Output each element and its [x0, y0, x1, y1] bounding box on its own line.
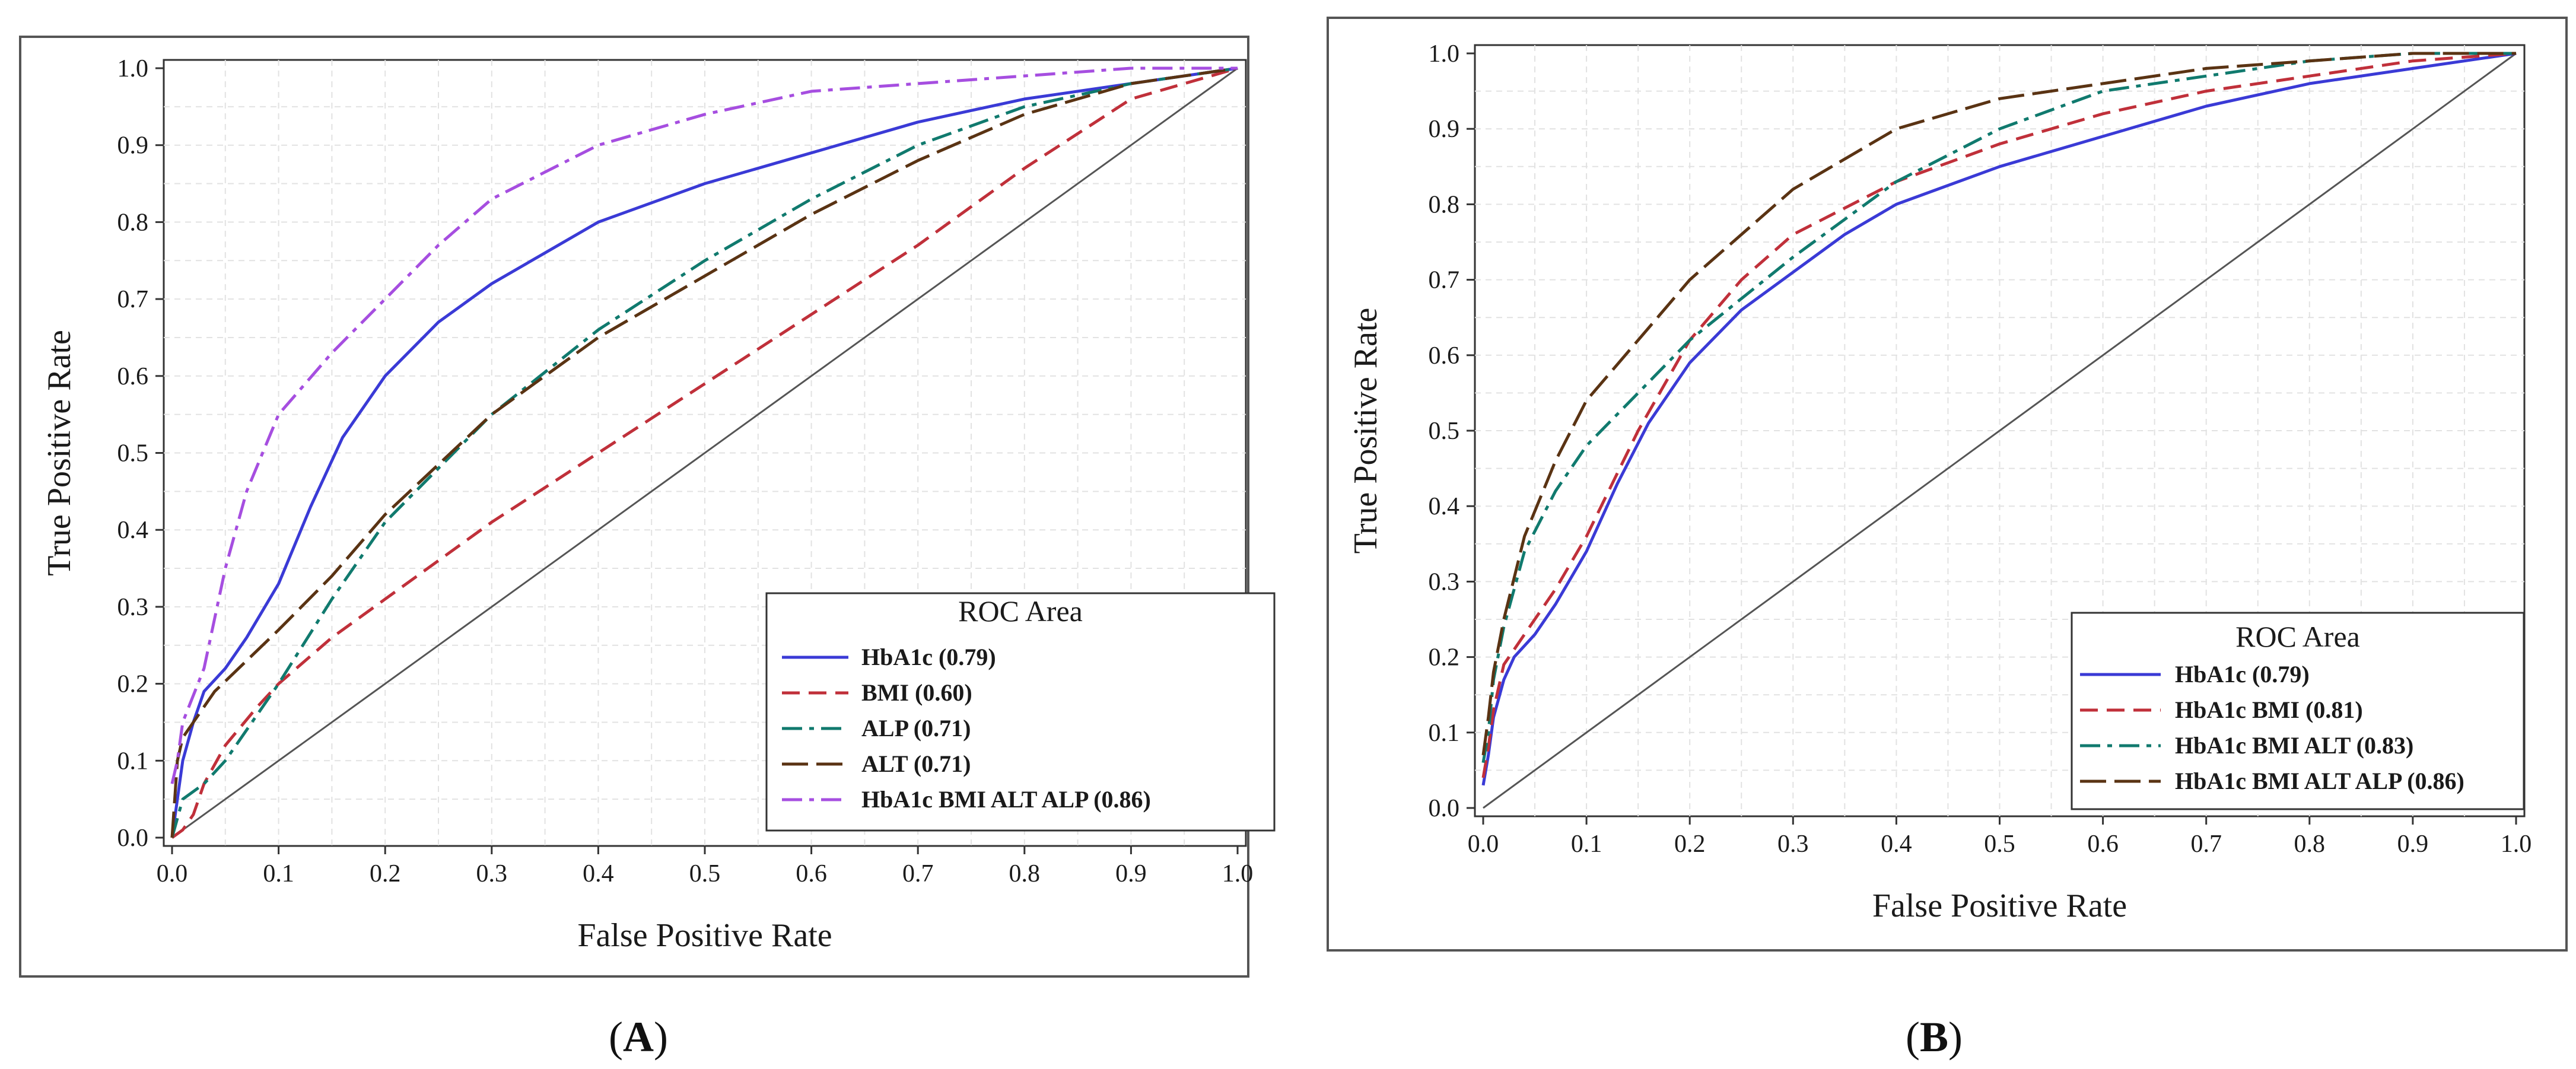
legend-label-1: HbA1c (0.79) — [861, 644, 996, 670]
legend-title: ROC Area — [2235, 620, 2360, 653]
legend-label-4: ALT (0.71) — [861, 750, 971, 777]
y-tick-label: 0.2 — [1429, 644, 1460, 672]
roc-curve-2 — [171, 66, 1238, 839]
y-tick-label: 1.0 — [117, 55, 149, 82]
x-tick-label: 0.3 — [1777, 831, 1809, 858]
panel-label-B: (B) — [1906, 1013, 1963, 1061]
x-tick-label: 0.3 — [476, 860, 508, 887]
roc-curve-4 — [170, 66, 1238, 838]
panel-label-A: (A) — [609, 1013, 668, 1061]
x-tick-label: 0.6 — [796, 860, 827, 887]
y-tick-label: 0.1 — [117, 747, 149, 775]
y-tick-label: 0.8 — [1429, 191, 1460, 218]
y-tick-label: 0.9 — [117, 132, 149, 160]
y-axis-label: True Positive Rate — [1347, 308, 1384, 554]
x-tick-label: 0.2 — [370, 860, 401, 887]
y-tick-label: 0.0 — [1429, 795, 1460, 822]
x-tick-label: 0.9 — [2397, 831, 2429, 858]
y-tick-label: 0.3 — [117, 594, 149, 621]
y-tick-label: 0.5 — [1429, 418, 1460, 445]
y-tick-label: 0.2 — [117, 671, 149, 698]
roc-curve-2 — [1481, 52, 2517, 778]
y-tick-label: 0.5 — [117, 440, 149, 467]
y-tick-label: 1.0 — [1429, 40, 1460, 68]
x-tick-label: 0.7 — [2190, 831, 2222, 858]
y-tick-label: 0.7 — [117, 286, 149, 313]
chart-panel-A: 0.0 0.1 0.2 0.3 0.4 0.5 0.6 0.7 0.8 0.9 1.0 0.0 0.1 0… — [19, 36, 1276, 978]
legend-label-4: HbA1c BMI ALT ALP (0.86) — [2175, 768, 2464, 794]
x-tick-label: 0.8 — [1009, 860, 1041, 887]
x-tick-label: 0.0 — [1468, 831, 1499, 858]
legend-label-1: HbA1c (0.79) — [2175, 661, 2310, 688]
y-tick-label: 0.9 — [1429, 116, 1460, 143]
x-tick-label: 0.0 — [157, 860, 188, 887]
chart-panel-B: 0.0 0.1 0.2 0.3 0.4 0.5 0.6 0.7 0.8 0.9 1.0 0.0 0.1 0… — [1327, 17, 2568, 952]
y-tick-label: 0.4 — [1429, 493, 1460, 520]
roc-curve-4 — [1481, 52, 2516, 756]
x-tick-label: 0.7 — [902, 860, 934, 887]
y-tick-label: 0.0 — [117, 825, 149, 852]
x-tick-label: 0.9 — [1115, 860, 1147, 887]
gridlines — [1475, 45, 2524, 816]
y-tick-label: 0.6 — [1429, 342, 1460, 370]
y-tick-label: 0.1 — [1429, 720, 1460, 747]
roc-curve-3 — [170, 66, 1238, 838]
legend-title: ROC Area — [958, 594, 1083, 628]
y-tick-label: 0.7 — [1429, 267, 1460, 294]
legend: ROC Area HbA1c (0.79) BMI (0.60) ALP (0.71)… — [765, 592, 1276, 832]
legend-label-5: HbA1c BMI ALT ALP (0.86) — [861, 786, 1151, 813]
roc-curve-1 — [1481, 52, 2517, 786]
y-tick-label: 0.4 — [117, 517, 149, 544]
x-tick-label: 0.1 — [1571, 831, 1602, 858]
x-tick-label: 1.0 — [1222, 860, 1254, 887]
y-tick-label: 0.8 — [117, 209, 149, 236]
roc-curve-5 — [170, 66, 1238, 784]
legend-box — [765, 592, 1276, 832]
x-tick-label: 0.4 — [583, 860, 614, 887]
y-axis-label: True Positive Rate — [41, 330, 78, 576]
x-tick-label: 0.4 — [1881, 831, 1912, 858]
x-axis-label: False Positive Rate — [1872, 887, 2127, 924]
legend: ROC Area HbA1c (0.79) HbA1c BMI (0.81) HbA1… — [2071, 612, 2525, 810]
legend-label-3: HbA1c BMI ALT (0.83) — [2175, 732, 2413, 759]
x-tick-label: 0.5 — [1984, 831, 2015, 858]
legend-label-2: HbA1c BMI (0.81) — [2175, 696, 2363, 723]
x-tick-label: 1.0 — [2501, 831, 2532, 858]
x-tick-label: 0.8 — [2294, 831, 2326, 858]
x-tick-label: 0.1 — [263, 860, 294, 887]
x-tick-label: 0.2 — [1674, 831, 1706, 858]
legend-label-3: ALP (0.71) — [861, 715, 971, 742]
reference-diagonal-line — [1483, 52, 2517, 809]
x-tick-label: 0.6 — [2087, 831, 2119, 858]
y-tick-label: 0.6 — [117, 363, 149, 390]
y-tick-label: 0.3 — [1429, 568, 1460, 596]
x-tick-label: 0.5 — [689, 860, 721, 887]
x-axis-label: False Positive Rate — [577, 917, 832, 954]
roc-curve-1 — [170, 66, 1238, 838]
reference-diagonal-line — [171, 67, 1238, 839]
legend-label-2: BMI (0.60) — [861, 679, 972, 706]
